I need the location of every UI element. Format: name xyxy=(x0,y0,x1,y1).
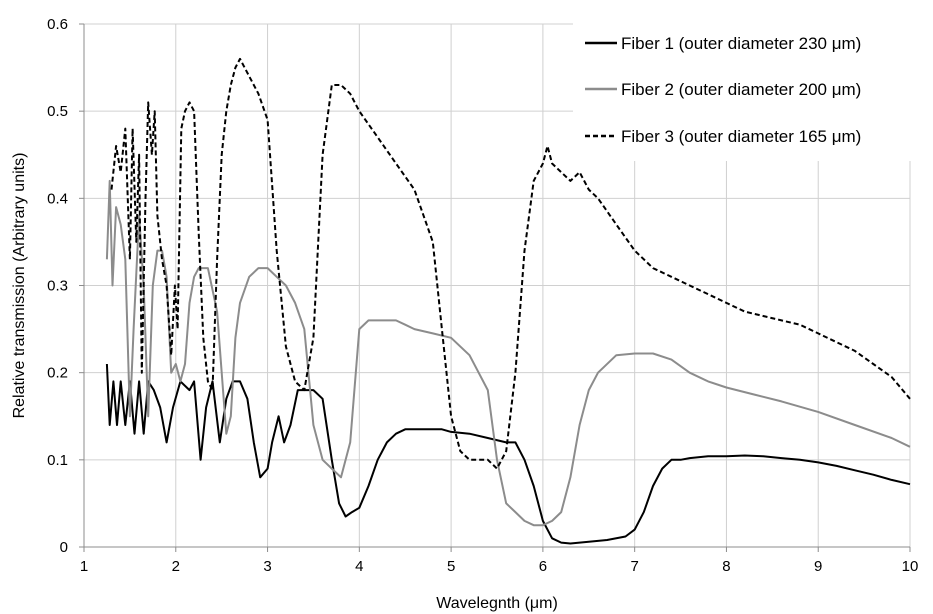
y-tick-label: 0.1 xyxy=(47,452,68,469)
x-tick-label: 5 xyxy=(447,558,455,575)
x-tick-label: 9 xyxy=(814,558,822,575)
series-line-fiber-3 xyxy=(110,57,911,470)
y-tick-label: 0.4 xyxy=(47,190,68,207)
legend-label-fiber-2: Fiber 2 (outer diameter 200 μm) xyxy=(621,80,861,99)
series-line-fiber-1 xyxy=(105,363,911,545)
x-tick-label: 10 xyxy=(902,558,919,575)
legend: Fiber 1 (outer diameter 230 μm) Fiber 2 … xyxy=(573,16,933,161)
x-axis-title: Wavelegnth (μm) xyxy=(436,595,558,612)
legend-label-fiber-1: Fiber 1 (outer diameter 230 μm) xyxy=(621,34,861,53)
x-tick-label: 6 xyxy=(539,558,547,575)
series-line-fiber-2 xyxy=(105,179,911,527)
y-tick-label: 0.6 xyxy=(47,16,68,33)
y-tick-label: 0.5 xyxy=(47,103,68,120)
x-tick-label: 8 xyxy=(722,558,730,575)
y-tick-label: 0.2 xyxy=(47,365,68,382)
tick-labels: 1 2 3 4 5 6 7 8 9 10 0 0.1 0.2 0.3 0.4 0.5 0.6 xyxy=(47,16,918,575)
y-tick-label: 0.3 xyxy=(47,278,68,295)
legend-background xyxy=(573,16,933,161)
axes xyxy=(79,23,911,552)
x-tick-label: 7 xyxy=(630,558,638,575)
x-tick-label: 4 xyxy=(355,558,363,575)
y-axis-title: Relative transmission (Arbitrary units) xyxy=(11,153,28,419)
x-tick-label: 3 xyxy=(263,558,271,575)
x-tick-label: 2 xyxy=(172,558,180,575)
x-tick-label: 1 xyxy=(80,558,88,575)
y-tick-label: 0 xyxy=(60,539,68,556)
legend-label-fiber-3: Fiber 3 (outer diameter 165 μm) xyxy=(621,127,861,146)
series-lines xyxy=(105,57,911,545)
